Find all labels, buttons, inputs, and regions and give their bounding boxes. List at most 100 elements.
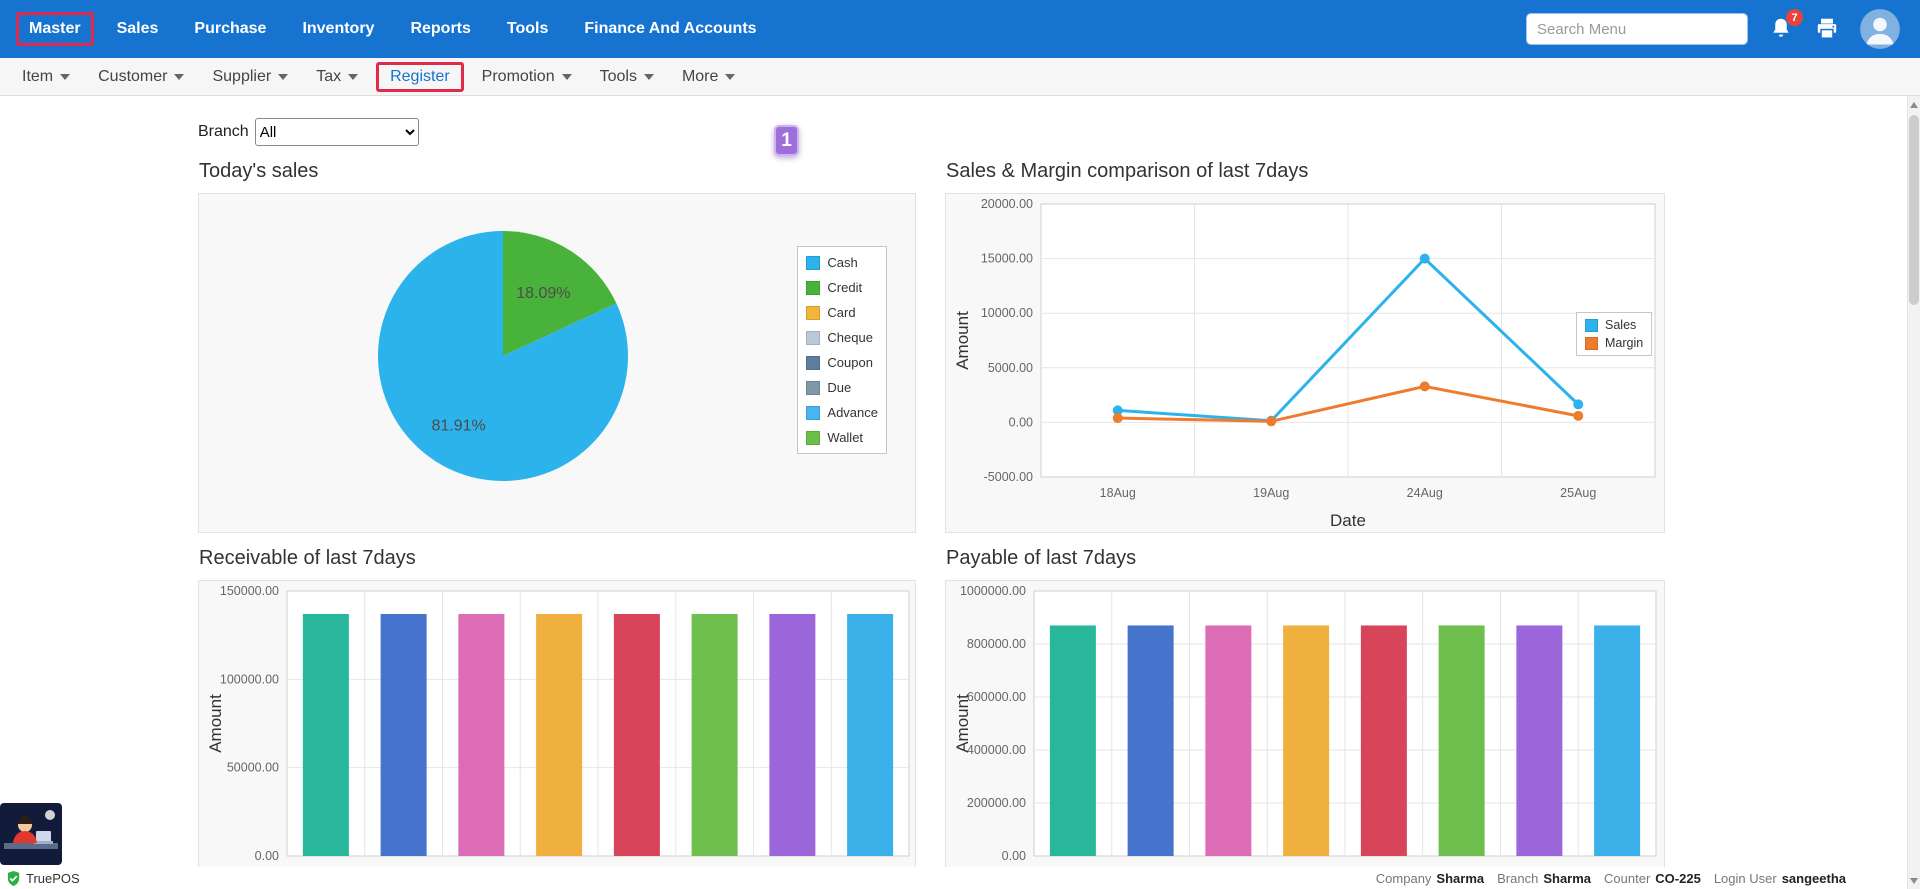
svg-text:18Aug: 18Aug [1100, 486, 1136, 500]
support-widget-icon[interactable] [0, 803, 62, 865]
sales-margin-line-chart: -5000.000.005000.0010000.0015000.0020000… [946, 194, 1664, 532]
branch-filter: Branch All [198, 118, 1920, 146]
branch-info: Branch Sharma [1497, 871, 1591, 886]
legend-label: Wallet [827, 430, 863, 445]
svg-text:24Aug: 24Aug [1407, 486, 1443, 500]
legend-item-wallet: Wallet [803, 425, 881, 450]
search-input[interactable] [1526, 13, 1748, 45]
line-legend: Sales Margin [1576, 312, 1652, 356]
subnav-label: Customer [98, 68, 167, 86]
subnav-item[interactable]: Item [8, 63, 84, 91]
svg-text:50000.00: 50000.00 [227, 761, 279, 775]
svg-text:81.91%: 81.91% [431, 418, 485, 435]
legend-swatch [806, 431, 820, 445]
user-icon [1860, 9, 1900, 49]
menu-reports[interactable]: Reports [397, 12, 483, 46]
receivable-title: Receivable of last 7days [199, 547, 916, 570]
subnav-label: Register [390, 68, 450, 86]
svg-text:1000000.00: 1000000.00 [960, 584, 1026, 598]
dashboard-grid: Today's sales Sales & Margin comparison … [198, 146, 1920, 889]
legend-swatch [806, 406, 820, 420]
subnav-customer[interactable]: Customer [84, 63, 198, 91]
subnav-supplier[interactable]: Supplier [198, 63, 302, 91]
scroll-up-button[interactable] [1908, 97, 1920, 112]
chevron-down-icon [644, 74, 654, 80]
branch-value: Sharma [1543, 871, 1591, 886]
subnav-more[interactable]: More [668, 63, 749, 91]
chevron-down-icon [174, 74, 184, 80]
legend-label: Cash [827, 255, 857, 270]
triangle-up-icon [1910, 102, 1918, 108]
svg-text:Amount: Amount [206, 694, 225, 753]
subnav-label: Item [22, 68, 53, 86]
menu-finance-and-accounts[interactable]: Finance And Accounts [571, 12, 769, 46]
annotation-box-register: Register [376, 62, 464, 92]
payable-panel: 0.00200000.00400000.00600000.00800000.00… [945, 580, 1665, 889]
svg-text:5000.00: 5000.00 [988, 361, 1033, 375]
menu-sales[interactable]: Sales [104, 12, 172, 46]
annotation-step-badge: 1 [774, 125, 799, 156]
legend-swatch [806, 256, 820, 270]
menu-purchase[interactable]: Purchase [181, 12, 279, 46]
vertical-scrollbar[interactable] [1907, 96, 1920, 889]
subnav-promotion[interactable]: Promotion [468, 63, 586, 91]
truepos-taskbar-item[interactable]: TruePOS [6, 871, 80, 886]
notifications-button[interactable]: 7 [1768, 16, 1794, 42]
legend-item-cheque: Cheque [803, 325, 881, 350]
scrollbar-thumb[interactable] [1909, 115, 1919, 305]
cartoon-person-icon [0, 803, 62, 865]
annotation-box-master: Master [16, 12, 94, 46]
svg-text:800000.00: 800000.00 [967, 637, 1026, 651]
legend-label: Sales [1605, 318, 1636, 332]
sales-margin-title: Sales & Margin comparison of last 7days [946, 160, 1665, 183]
user-avatar[interactable] [1860, 9, 1900, 49]
svg-text:600000.00: 600000.00 [967, 690, 1026, 704]
top-nav-right: 7 [1526, 9, 1900, 49]
app-name: TruePOS [26, 871, 80, 886]
legend-item-card: Card [803, 300, 881, 325]
subnav-label: Supplier [212, 68, 271, 86]
legend-label: Cheque [827, 330, 873, 345]
main-menu: Master Sales Purchase Inventory Reports … [16, 12, 770, 46]
menu-inventory[interactable]: Inventory [289, 12, 387, 46]
sub-nav: Item Customer Supplier Tax Register Prom… [0, 58, 1920, 96]
legend-label: Margin [1605, 336, 1643, 350]
payable-title: Payable of last 7days [946, 547, 1665, 570]
truepos-logo-icon [6, 871, 21, 886]
chevron-down-icon [60, 74, 70, 80]
scroll-down-button[interactable] [1908, 873, 1920, 888]
counter-info: Counter CO-225 [1604, 871, 1701, 886]
branch-label: Branch [1497, 871, 1538, 886]
company-label: Company [1376, 871, 1432, 886]
svg-text:200000.00: 200000.00 [967, 796, 1026, 810]
legend-label: Credit [827, 280, 862, 295]
legend-item-credit: Credit [803, 275, 881, 300]
menu-tools[interactable]: Tools [494, 12, 561, 46]
svg-text:100000.00: 100000.00 [220, 672, 279, 686]
subnav-label: Promotion [482, 68, 555, 86]
legend-item-coupon: Coupon [803, 350, 881, 375]
todays-sales-title: Today's sales [199, 160, 916, 183]
svg-text:0.00: 0.00 [1009, 415, 1033, 429]
svg-text:150000.00: 150000.00 [220, 584, 279, 598]
svg-text:10000.00: 10000.00 [981, 306, 1033, 320]
chevron-down-icon [725, 74, 735, 80]
legend-item-due: Due [803, 375, 881, 400]
legend-swatch [806, 306, 820, 320]
triangle-down-icon [1910, 878, 1918, 884]
menu-master[interactable]: Master [19, 15, 91, 43]
legend-swatch [806, 356, 820, 370]
legend-swatch [806, 331, 820, 345]
branch-select[interactable]: All [255, 118, 419, 146]
svg-text:-5000.00: -5000.00 [984, 470, 1033, 484]
subnav-label: Tools [600, 68, 637, 86]
svg-text:15000.00: 15000.00 [981, 252, 1033, 266]
login-user-label: Login User [1714, 871, 1777, 886]
subnav-tools[interactable]: Tools [586, 63, 668, 91]
login-user-value: sangeetha [1782, 871, 1846, 886]
subnav-label: More [682, 68, 718, 86]
svg-text:Date: Date [1330, 511, 1366, 530]
subnav-register[interactable]: Register [379, 65, 461, 89]
subnav-tax[interactable]: Tax [302, 63, 372, 91]
print-button[interactable] [1814, 16, 1840, 42]
